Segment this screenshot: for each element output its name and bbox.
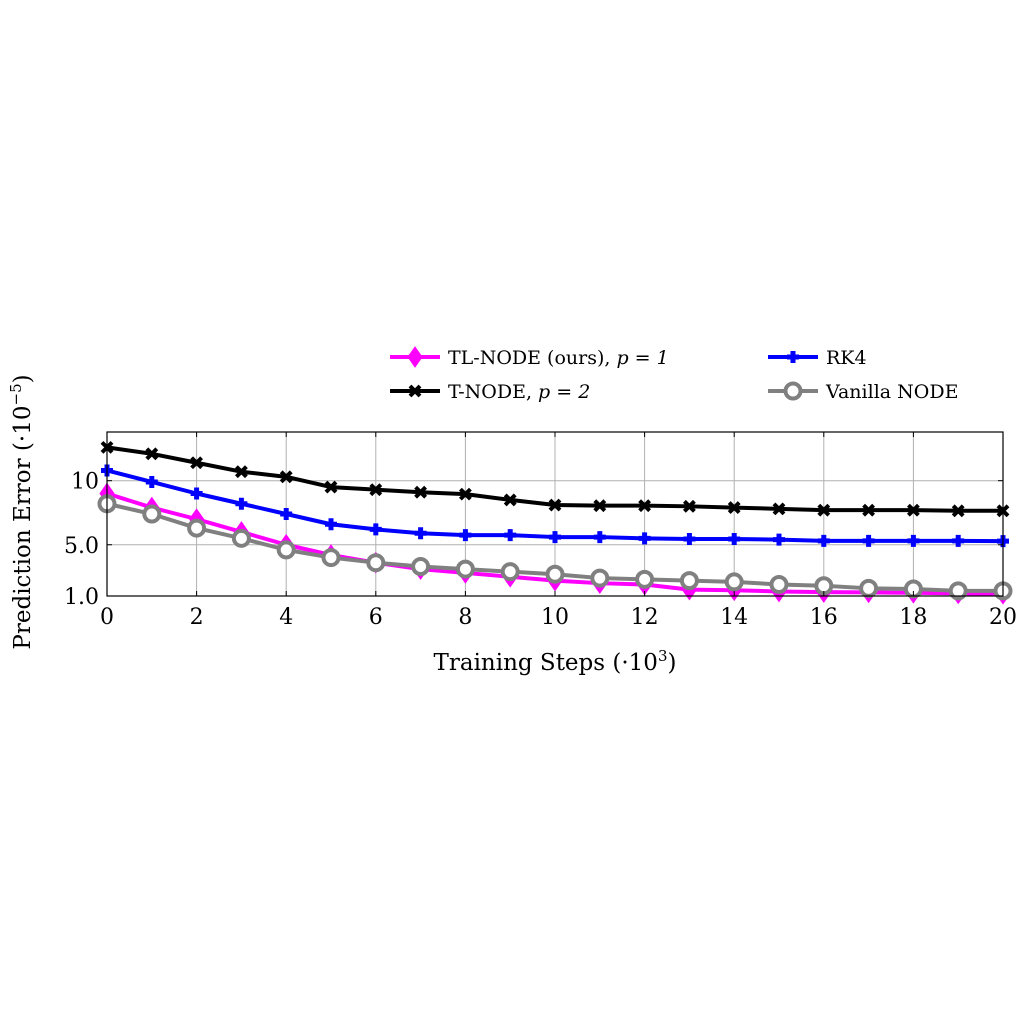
data-point bbox=[727, 501, 741, 515]
data-point bbox=[324, 480, 338, 494]
legend-marker bbox=[407, 346, 423, 368]
data-point bbox=[366, 553, 386, 573]
data-point bbox=[500, 562, 520, 582]
data-point bbox=[590, 568, 610, 588]
data-point bbox=[679, 571, 699, 591]
data-point bbox=[682, 499, 696, 513]
legend: TL-NODE (ours), p = 1 RK4 T-NODE, p = 2 Van… bbox=[390, 346, 958, 403]
x-tick-label: 20 bbox=[989, 605, 1017, 630]
data-point bbox=[593, 531, 606, 544]
data-point bbox=[724, 572, 744, 592]
data-point bbox=[458, 487, 472, 501]
legend-entry: T-NODE, p = 2 bbox=[390, 381, 590, 403]
data-point bbox=[638, 499, 652, 513]
legend-entry: TL-NODE (ours), p = 1 bbox=[390, 346, 669, 369]
data-point bbox=[907, 534, 920, 547]
data-point bbox=[683, 532, 696, 545]
data-point bbox=[455, 559, 475, 579]
data-point bbox=[325, 518, 337, 531]
legend-label: TL-NODE (ours), p = 1 bbox=[448, 347, 669, 369]
data-point bbox=[190, 487, 203, 500]
data-point bbox=[859, 578, 879, 598]
data-point bbox=[459, 529, 472, 542]
x-tick-label: 16 bbox=[810, 605, 838, 630]
data-point bbox=[279, 470, 293, 484]
data-point bbox=[369, 483, 383, 497]
data-point bbox=[235, 497, 248, 510]
y-tick-label: 10 bbox=[71, 470, 99, 495]
x-tick-label: 2 bbox=[190, 605, 204, 630]
data-point bbox=[414, 527, 427, 540]
y-axis-label: Prediction Error (·10−5) bbox=[7, 374, 36, 649]
data-point bbox=[635, 569, 655, 589]
data-point bbox=[276, 540, 296, 560]
data-point bbox=[234, 465, 248, 479]
data-point bbox=[280, 508, 293, 520]
legend-label: RK4 bbox=[826, 347, 867, 369]
x-tick-label: 12 bbox=[631, 605, 659, 630]
y-tick-label: 1.0 bbox=[64, 585, 99, 610]
data-point bbox=[817, 534, 830, 547]
data-point bbox=[728, 532, 741, 545]
data-point bbox=[948, 581, 968, 601]
x-tick-label: 18 bbox=[899, 605, 927, 630]
axis-ticks: 0 2 4 6 8 10 12 14 16 18 20 1.0 5.0 10 bbox=[64, 432, 1017, 630]
data-point bbox=[593, 499, 607, 513]
data-point bbox=[503, 493, 517, 507]
data-point bbox=[906, 503, 920, 517]
x-tick-label: 8 bbox=[458, 605, 472, 630]
x-tick-label: 0 bbox=[100, 605, 114, 630]
data-point bbox=[773, 533, 785, 546]
data-point bbox=[145, 475, 158, 488]
legend-marker bbox=[783, 381, 803, 401]
data-point bbox=[142, 504, 162, 524]
data-point bbox=[549, 531, 561, 544]
data-point bbox=[769, 574, 789, 594]
legend-entry: Vanilla NODE bbox=[768, 381, 958, 403]
series-cross bbox=[100, 440, 1010, 518]
x-axis-label: Training Steps (·103) bbox=[434, 647, 677, 676]
data-point bbox=[638, 532, 651, 545]
data-point bbox=[817, 503, 831, 517]
data-point bbox=[862, 534, 875, 547]
data-point bbox=[231, 528, 251, 548]
data-point bbox=[545, 564, 565, 584]
legend-marker bbox=[408, 384, 422, 398]
data-point bbox=[951, 504, 965, 518]
x-tick-label: 14 bbox=[720, 605, 748, 630]
series-plus bbox=[101, 464, 1009, 548]
data-point bbox=[504, 529, 517, 542]
legend-marker bbox=[787, 351, 799, 363]
data-point bbox=[548, 498, 562, 512]
x-tick-label: 10 bbox=[541, 605, 569, 630]
legend-label: Vanilla NODE bbox=[825, 381, 958, 403]
data-point bbox=[411, 557, 431, 577]
data-point bbox=[187, 518, 207, 538]
data-point bbox=[862, 503, 876, 517]
data-point bbox=[145, 447, 159, 461]
data-point bbox=[369, 523, 382, 536]
data-point bbox=[772, 502, 786, 516]
data-point bbox=[952, 534, 965, 547]
data-point bbox=[321, 548, 341, 568]
legend-entry: RK4 bbox=[768, 347, 867, 369]
data-point bbox=[190, 456, 204, 470]
legend-label: T-NODE, p = 2 bbox=[448, 381, 590, 403]
x-tick-label: 6 bbox=[369, 605, 383, 630]
x-tick-label: 4 bbox=[279, 605, 293, 630]
y-tick-label: 5.0 bbox=[64, 534, 99, 559]
data-point bbox=[414, 485, 428, 499]
